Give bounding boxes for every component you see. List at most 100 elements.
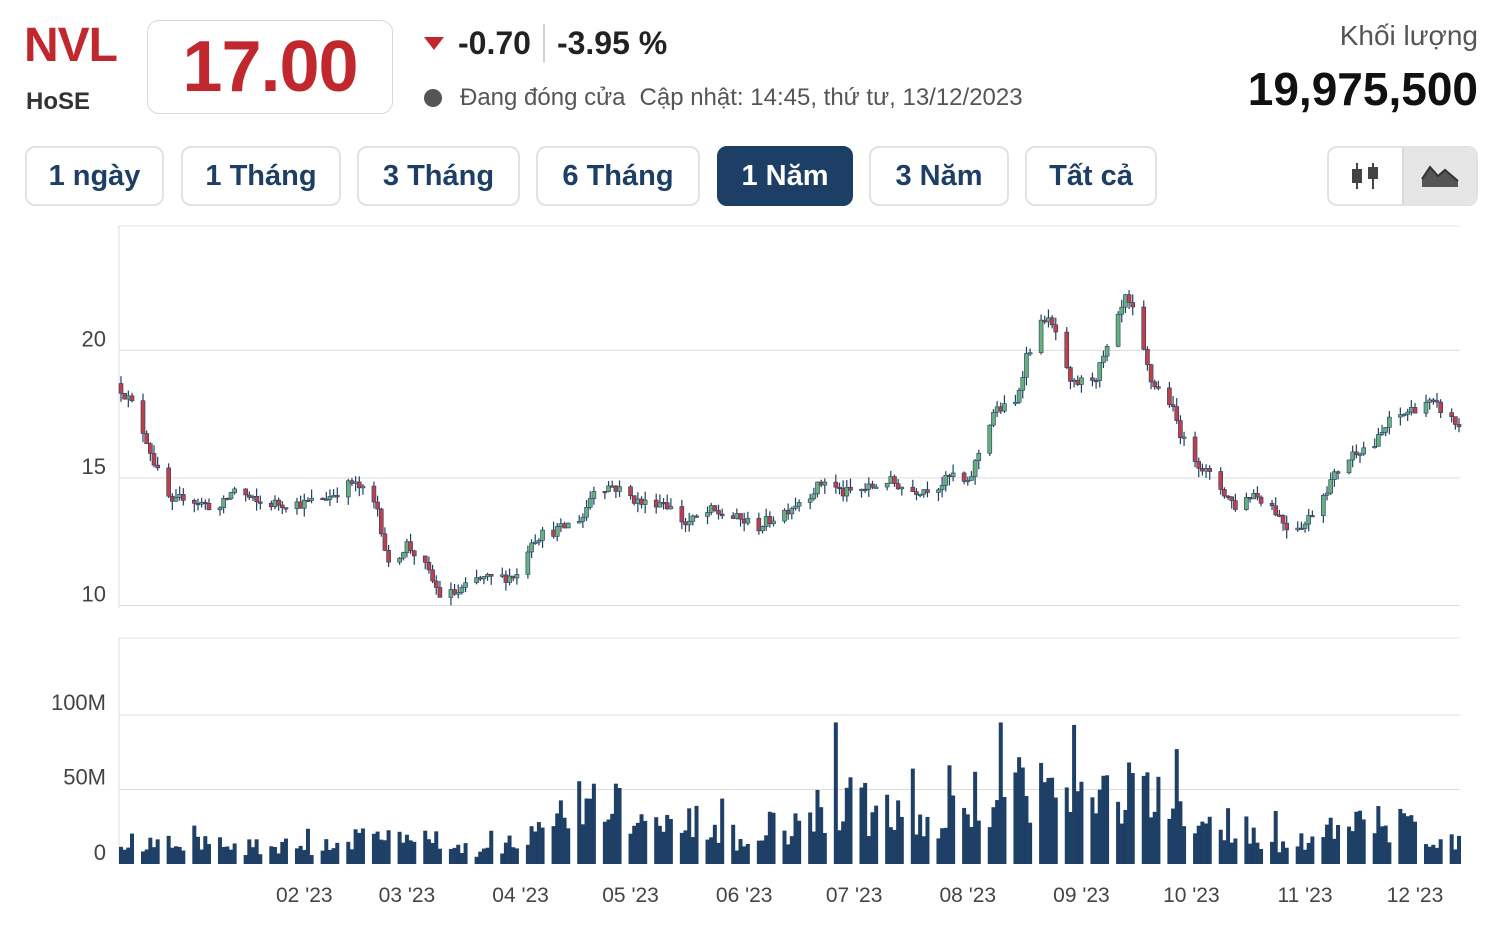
volume-bar: [899, 816, 904, 864]
candle-body: [129, 395, 135, 402]
volume-bar: [335, 842, 340, 864]
tab-3-years[interactable]: 3 Năm: [869, 146, 1009, 206]
candle-body: [760, 526, 765, 532]
x-tick-label: 11 '23: [1278, 884, 1333, 907]
candle-body: [705, 512, 710, 517]
candle-body: [422, 555, 428, 563]
candle-body: [1273, 505, 1279, 516]
candle-body: [166, 467, 171, 497]
volume-bar: [588, 798, 593, 864]
volume-bar: [1383, 825, 1388, 864]
status-dot-icon: [424, 89, 442, 107]
volume-bar: [1413, 821, 1418, 864]
candle-body: [1412, 407, 1418, 414]
volume-bar: [606, 819, 611, 864]
price-gridlines: [118, 225, 1460, 608]
candle-body: [1141, 306, 1147, 350]
volume-bar: [962, 807, 967, 864]
volume-bar: [357, 832, 362, 864]
candle-body: [151, 453, 157, 466]
volume-bar: [397, 831, 402, 864]
volume-bar: [987, 827, 992, 864]
volume-bar: [973, 771, 978, 864]
volume-bar: [591, 783, 596, 864]
volume-bar: [1361, 819, 1366, 864]
candle-body: [642, 499, 648, 505]
tab-1-month[interactable]: 1 Tháng: [181, 146, 341, 206]
tab-all[interactable]: Tất cả: [1025, 146, 1157, 206]
volume-bar: [324, 839, 329, 864]
candle-body: [356, 481, 362, 489]
volume-bar: [951, 795, 956, 864]
candle-body: [936, 489, 941, 493]
candle-body: [1372, 445, 1377, 449]
volume-bar: [525, 844, 530, 864]
exchange-label: HoSE: [26, 88, 91, 115]
volume-bar: [925, 816, 930, 864]
candle-body: [225, 498, 230, 501]
volume-bar: [551, 826, 556, 864]
candle-body: [793, 505, 798, 509]
volume-bar: [1218, 829, 1223, 864]
candle-body: [895, 483, 901, 490]
volume-bar: [947, 765, 952, 864]
volume-bar: [243, 855, 248, 864]
volume-bar: [797, 820, 802, 864]
candle-body: [939, 484, 945, 491]
volume-bar: [250, 847, 255, 864]
candle-body: [1152, 381, 1158, 388]
volume-bar: [628, 833, 633, 864]
volume-bar: [1281, 841, 1286, 864]
volume-bar: [1141, 775, 1146, 864]
volume-bar: [756, 840, 761, 864]
volume-bar: [892, 829, 897, 864]
volume-bar: [199, 849, 204, 864]
volume-bar: [1167, 818, 1172, 864]
volume-bar: [452, 847, 457, 864]
candle-body: [1328, 479, 1333, 494]
area-chart-button[interactable]: [1401, 148, 1476, 204]
candle-body: [1299, 527, 1304, 530]
volume-bar: [793, 813, 798, 864]
candlestick-button[interactable]: [1329, 148, 1402, 204]
candle-body: [1207, 468, 1213, 472]
candle-body: [400, 552, 406, 559]
x-tick-label: 06 '23: [716, 884, 773, 907]
candle-body: [378, 508, 384, 535]
candle-body: [602, 491, 608, 494]
volume-bar: [1064, 787, 1069, 864]
volume-y-axis: 0 50M 100M: [51, 690, 106, 865]
volume-bar: [602, 821, 607, 864]
tab-1-year[interactable]: 1 Năm: [717, 146, 853, 206]
candle-body: [873, 486, 879, 489]
candle-body: [771, 520, 776, 525]
candle-body: [279, 504, 285, 508]
candle-body: [1174, 406, 1180, 421]
volume-bar: [540, 827, 545, 864]
volume-bar: [760, 840, 765, 864]
candle-body: [914, 491, 919, 495]
candle-body: [1156, 386, 1161, 389]
volume-bar: [1028, 822, 1033, 864]
volume-bar: [320, 850, 325, 864]
volume-bar: [1380, 826, 1385, 864]
volume-bar: [566, 828, 571, 864]
volume-bar: [1332, 838, 1337, 864]
tab-3-months[interactable]: 3 Tháng: [357, 146, 520, 206]
volume-bar: [1306, 842, 1311, 864]
area-chart-icon: [1420, 165, 1459, 187]
volume-bar: [140, 851, 145, 864]
volume-bar: [1259, 848, 1264, 864]
volume-bar: [943, 827, 948, 864]
tab-1-day[interactable]: 1 ngày: [25, 146, 164, 206]
volume-bar: [811, 831, 816, 864]
volume-bar: [1398, 808, 1403, 864]
volume-bar: [1270, 841, 1275, 864]
volume-bar: [434, 831, 439, 864]
volume-bar: [1336, 825, 1341, 864]
volume-bar: [1310, 836, 1315, 864]
candle-body: [1434, 400, 1440, 403]
tab-6-months[interactable]: 6 Tháng: [536, 146, 700, 206]
volume-bar: [272, 847, 277, 864]
volume-bar: [1200, 821, 1205, 864]
